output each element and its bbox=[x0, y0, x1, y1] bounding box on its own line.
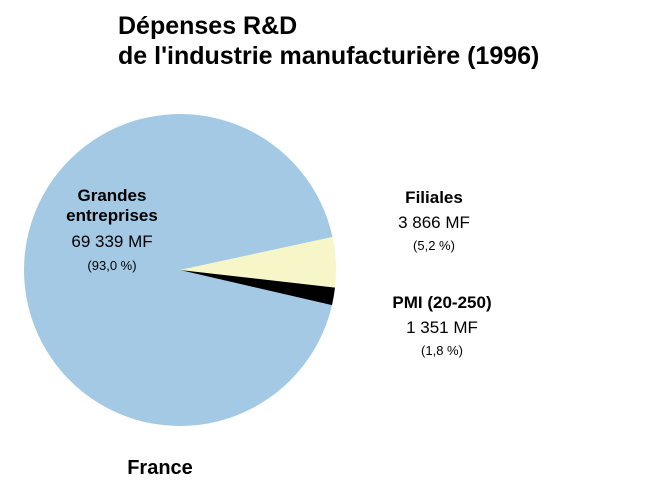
pie-slice bbox=[24, 114, 333, 427]
caption: France bbox=[127, 457, 193, 479]
pie-slice bbox=[180, 270, 336, 306]
slice-label: Grandes entreprises bbox=[66, 186, 158, 225]
value-label: 3 866 MF bbox=[398, 213, 470, 232]
slice-label: PMI (20-250) bbox=[392, 293, 492, 312]
pie-slice bbox=[180, 237, 336, 288]
slice-label: Filiales bbox=[405, 188, 463, 207]
value-label: 69 339 MF bbox=[71, 232, 153, 251]
percent-label: (93,0 %) bbox=[87, 258, 137, 273]
percent-label: (1,8 %) bbox=[421, 343, 463, 358]
percent-label: (5,2 %) bbox=[413, 238, 455, 253]
chart-title: de l'industrie manufacturière (1996) bbox=[118, 42, 540, 70]
chart-title: Dépenses R&D bbox=[118, 12, 298, 40]
value-label: 1 351 MF bbox=[406, 318, 478, 337]
